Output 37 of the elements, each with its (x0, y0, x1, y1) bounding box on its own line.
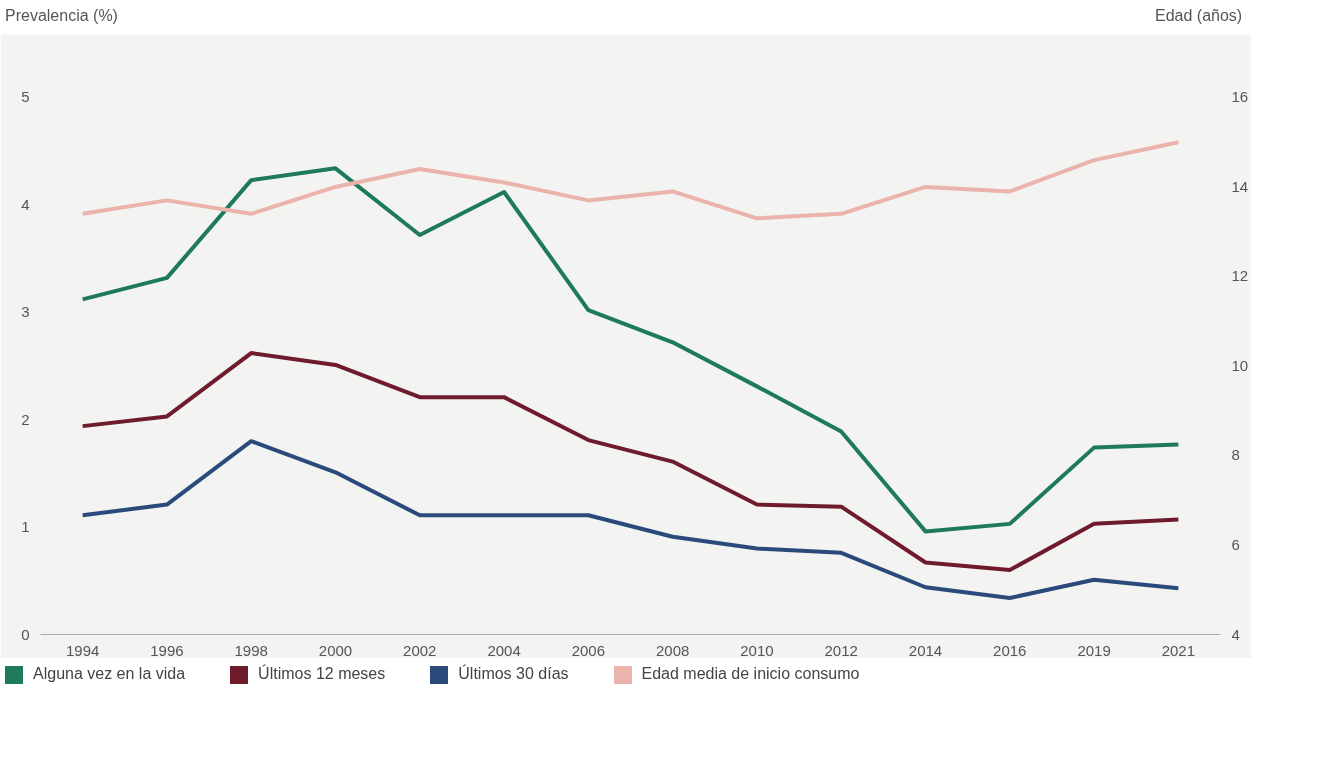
y-tick-label: 3 (21, 303, 30, 321)
legend-label: Alguna vez en la vida (33, 665, 186, 683)
x-tick-label: 2012 (824, 641, 858, 659)
y2-tick-label: 14 (1231, 177, 1249, 195)
x-tick-label: 2000 (318, 641, 353, 659)
line-series (80, 166, 1181, 534)
x-tick-label: 2004 (487, 641, 521, 659)
legend-label: Últimos 12 meses (258, 665, 386, 683)
x-tick-label: 1996 (150, 641, 184, 659)
y2-tick-label: 10 (1231, 356, 1249, 374)
y2-tick-label: 6 (1231, 535, 1240, 553)
y2-tick-label: 16 (1231, 88, 1249, 106)
x-tick-label: 1998 (234, 641, 268, 659)
x-tick-label: 2002 (403, 641, 437, 659)
x-tick-label: 1994 (65, 641, 100, 659)
y-tick-label: 1 (21, 518, 30, 536)
y-tick-label: 5 (21, 88, 30, 106)
x-tick-label: 2006 (571, 641, 606, 659)
y-tick-label: 4 (21, 195, 30, 213)
y2-axis-title: Edad (años) (1155, 6, 1243, 26)
x-tick-label: 2014 (908, 641, 943, 659)
line-series (80, 140, 1181, 221)
y2-tick-label: 4 (1231, 625, 1240, 643)
y2-tick-label: 12 (1231, 267, 1249, 285)
legend-label: Últimos 30 días (458, 665, 569, 683)
x-tick-label: 2021 (1161, 641, 1196, 659)
line-series (80, 439, 1181, 600)
x-tick-label: 2016 (993, 641, 1027, 659)
x-tick-label: 2019 (1077, 641, 1111, 659)
x-tick-label: 2008 (655, 641, 690, 659)
y-axis-title: Prevalencia (%) (5, 6, 118, 26)
y-tick-label: 2 (21, 410, 30, 428)
x-tick-label: 2010 (740, 641, 774, 659)
y-tick-label: 0 (21, 625, 30, 643)
legend-label: Edad media de inicio consumo (641, 665, 860, 683)
y2-tick-label: 8 (1231, 446, 1240, 464)
line-series (80, 351, 1181, 573)
